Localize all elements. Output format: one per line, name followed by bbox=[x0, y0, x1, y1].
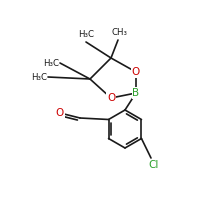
Text: O: O bbox=[107, 93, 115, 103]
Text: H₃C: H₃C bbox=[31, 72, 47, 82]
Text: O: O bbox=[132, 67, 140, 77]
Text: H₃C: H₃C bbox=[78, 30, 94, 39]
Text: H₃C: H₃C bbox=[43, 58, 59, 68]
Text: O: O bbox=[56, 108, 64, 118]
Text: Cl: Cl bbox=[149, 160, 159, 170]
Text: B: B bbox=[132, 88, 140, 98]
Text: CH₃: CH₃ bbox=[111, 28, 127, 37]
